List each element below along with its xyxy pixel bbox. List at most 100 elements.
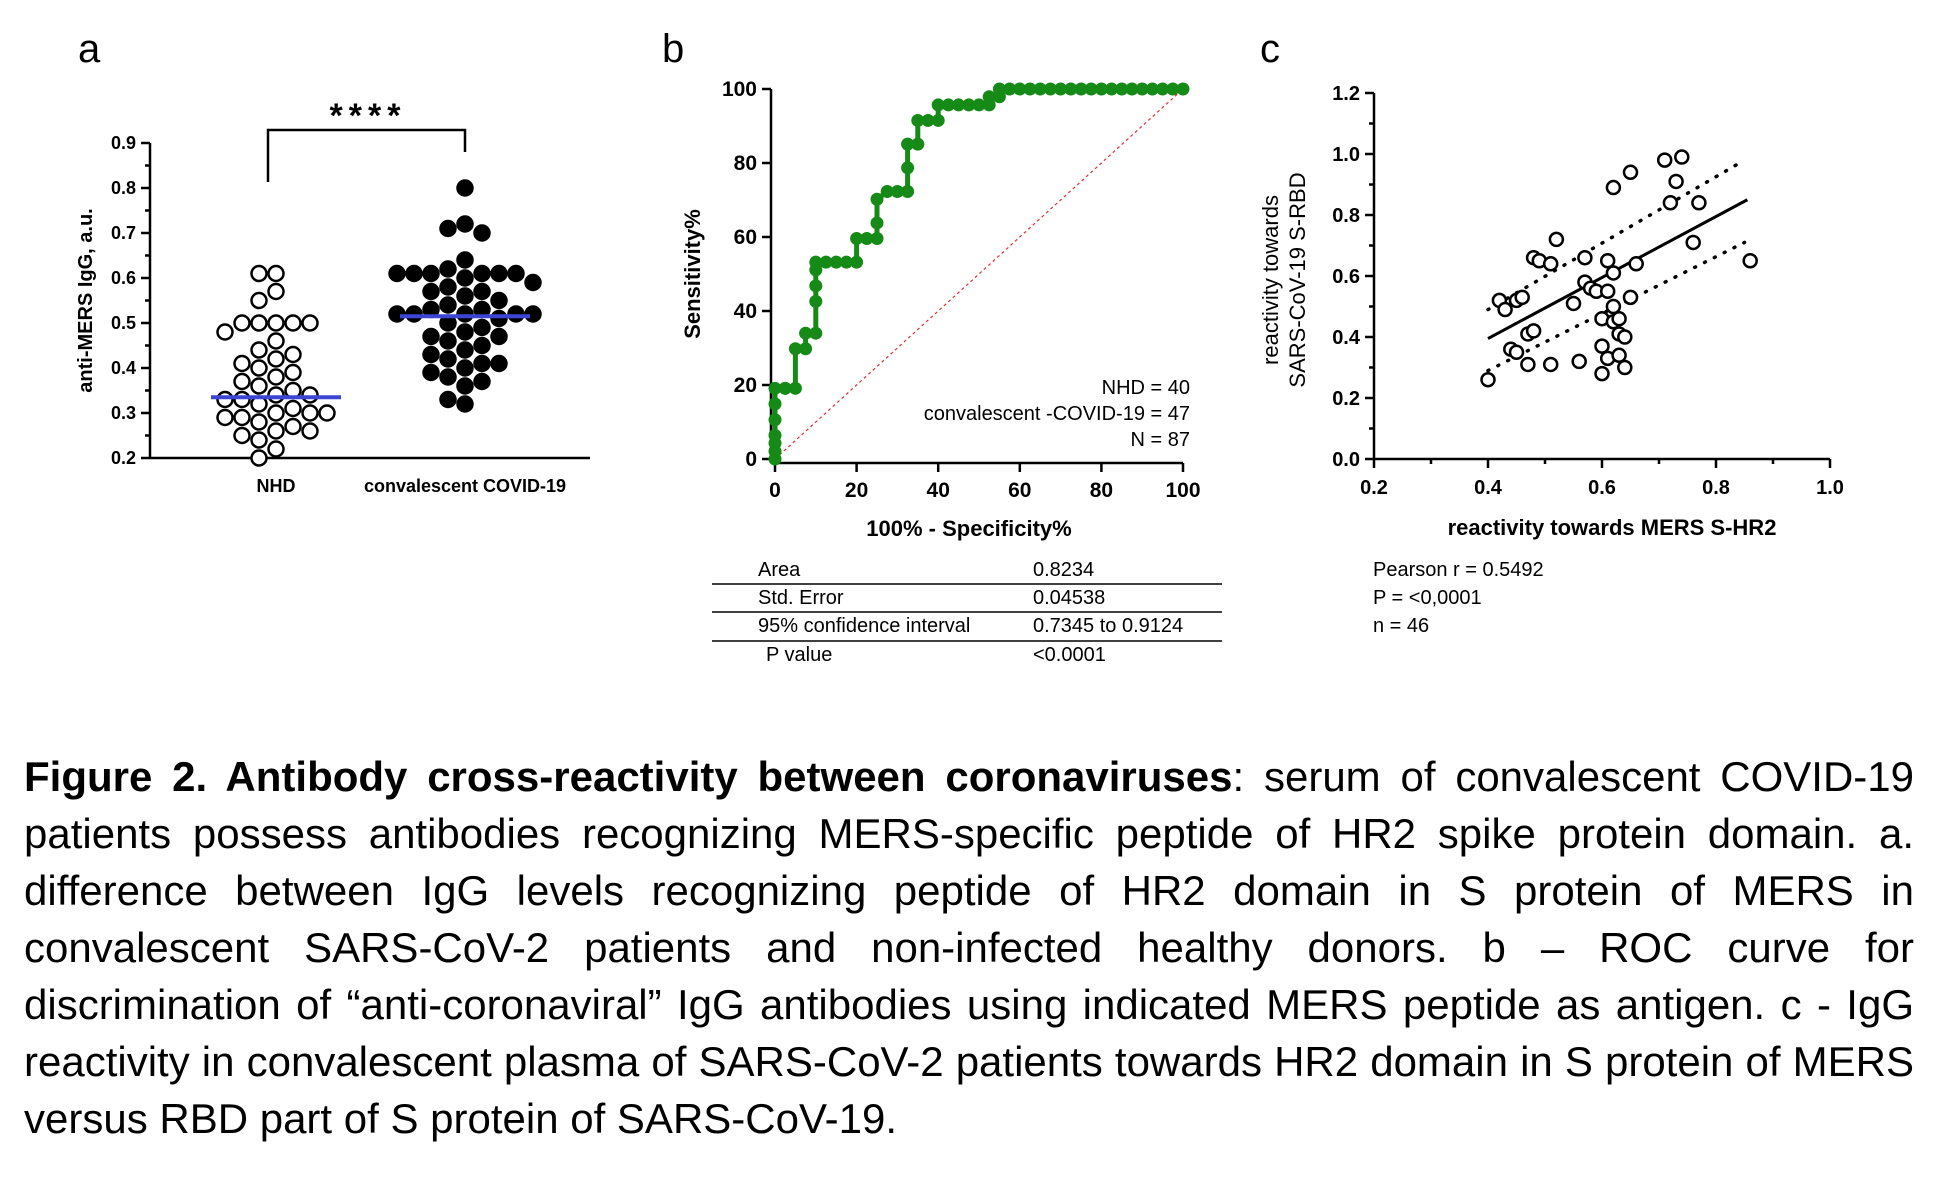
panel-c-point [1480, 371, 1496, 388]
panel-b-roc-point [768, 397, 782, 411]
panel-b-roc-point [931, 98, 945, 112]
panel-b-roc-points [768, 82, 1190, 466]
panel-c-point [1514, 289, 1530, 306]
caption-text: : serum of convalescent COVID-19 patient… [24, 753, 1914, 1142]
panel-c-y-axis-title-line-1: reactivity towards [1258, 195, 1283, 365]
panel-b-y-tick-label: 20 [734, 374, 757, 397]
panel-a-point-nhd [284, 417, 302, 436]
panel-b-chart: 0 20 40 60 80 100 0 20 40 60 80 100 Sensitivity% 10… [680, 78, 1222, 666]
panel-a-point-covid [524, 273, 542, 292]
panel-b-roc-point [952, 98, 966, 112]
table-label-std-error: Std. Error [758, 587, 844, 609]
panel-a-point-nhd [250, 341, 268, 359]
panel-b-roc-point [1135, 82, 1149, 96]
panel-a-point-covid [439, 219, 457, 238]
table-value-std-error: 0.04538 [1033, 587, 1105, 609]
panel-c-point [1611, 310, 1627, 327]
panel-a-point-nhd [318, 404, 336, 422]
panel-a-point-nhd [267, 368, 285, 386]
panel-a-point-nhd [250, 291, 268, 310]
panel-a-point-nhd [301, 314, 319, 332]
panel-a-point-nhd [267, 332, 285, 350]
panel-c-point [1622, 289, 1639, 306]
panel-c-stat-n: n = 46 [1373, 615, 1429, 637]
panel-a-point-covid [473, 372, 491, 391]
panel-c-point [1617, 359, 1633, 376]
panel-b-y-tick-label: 0 [745, 448, 757, 471]
panel-b-roc-point [1054, 82, 1068, 96]
panel-a-point-nhd [284, 345, 302, 364]
panel-c-ticks: 0.00.20.40.60.81.01.20.2 0.4 0.6 0.8 1.0 [1332, 83, 1844, 499]
panel-b-roc-point [911, 113, 925, 127]
panel-a-point-covid [456, 323, 474, 341]
panel-a-point-covid [456, 305, 474, 323]
panel-c-point [1742, 253, 1758, 269]
panel-a-point-covid [422, 327, 440, 346]
panel-a-point-covid [473, 318, 491, 337]
panel-c-point [1542, 256, 1559, 272]
panel-a-point-nhd [250, 449, 268, 467]
panel-a-point-covid [507, 305, 525, 323]
panel-b-x-tick-label: 0 [769, 479, 781, 502]
panel-a-point-nhd [267, 314, 285, 332]
panel-a-y-axis-title: anti-MERS IgG, a.u. [75, 208, 97, 392]
panel-a-point-covid [456, 359, 474, 377]
panel-b-roc-point [1064, 82, 1078, 96]
panel-a-point-nhd [216, 408, 234, 427]
panel-a-point-covid [456, 215, 474, 233]
figure-panels: a b c 0.2 0.3 0.4 0.5 0.6 0.7 0.8 0.9 anti-MERS… [75, 27, 1844, 666]
panel-c-stat-p: P = <0,0001 [1373, 587, 1482, 609]
panel-a-point-covid [473, 224, 491, 242]
panel-c-point [1611, 347, 1627, 364]
panel-a-point-nhd [250, 431, 268, 449]
panel-a-category-label-covid: convalescent COVID-19 [364, 476, 566, 496]
panel-b-roc-point [1023, 82, 1037, 96]
panel-c-x-tick-label: 0.2 [1360, 477, 1388, 499]
panel-a-point-covid [422, 345, 440, 364]
panel-a-point-nhd [233, 408, 251, 427]
panel-b-roc-point [809, 294, 823, 308]
panel-b-roc-point [1125, 82, 1139, 96]
panel-a-point-nhd [233, 372, 251, 391]
panel-a-point-covid [456, 179, 474, 197]
panel-c-y-tick-label: 0.8 [1332, 205, 1360, 227]
panel-a-y-tick-label: 0.6 [111, 268, 136, 288]
panel-b-roc-point [768, 381, 782, 395]
panel-a-point-nhd [301, 422, 319, 440]
table-label-area: Area [758, 559, 801, 581]
panel-a-point-covid [439, 368, 457, 386]
panel-b-roc-point [850, 255, 864, 269]
panel-b-roc-point [870, 216, 884, 230]
panel-a-point-nhd [250, 264, 268, 283]
panel-c-points [1480, 149, 1758, 388]
panel-a-point-covid [456, 251, 474, 269]
panel-c-stat-pearson: Pearson r = 0.5492 [1373, 559, 1544, 581]
panel-c-x-tick-label: 0.4 [1474, 477, 1503, 499]
table-label-ci: 95% confidence interval [758, 615, 970, 637]
panel-a-point-covid [388, 305, 406, 323]
panel-b-roc-point [1156, 82, 1170, 96]
panel-a-points [216, 179, 542, 467]
panel-b-roc-point [870, 231, 884, 245]
panel-c-x-axis-title: reactivity towards MERS S-HR2 [1448, 515, 1777, 540]
panel-b-roc-point [809, 326, 823, 340]
panel-b-stats-table: Area 0.8234 Std. Error 0.04538 95% confi… [712, 559, 1222, 666]
panel-c-x-tick-label: 0.6 [1588, 477, 1616, 499]
table-value-ci: 0.7345 to 0.9124 [1033, 615, 1183, 637]
panel-a-y-tick-label: 0.3 [111, 403, 136, 423]
panel-b-roc-point [778, 381, 792, 395]
panel-label-c: c [1260, 27, 1280, 71]
panel-c-point [1542, 356, 1559, 373]
panel-c-point [1577, 249, 1593, 266]
panel-c-point [1662, 195, 1679, 211]
panel-a-point-covid [439, 296, 457, 314]
panel-b-roc-point [799, 342, 813, 356]
panel-a-point-nhd [267, 440, 285, 458]
panel-a-point-nhd [267, 386, 285, 404]
panel-b-roc-point [1105, 82, 1119, 96]
panel-b-roc-point [829, 255, 843, 269]
panel-c-point [1508, 344, 1525, 360]
panel-b-roc-point [921, 113, 935, 127]
panel-c-x-tick-label: 1.0 [1816, 477, 1844, 499]
panel-a-point-nhd [216, 323, 234, 341]
